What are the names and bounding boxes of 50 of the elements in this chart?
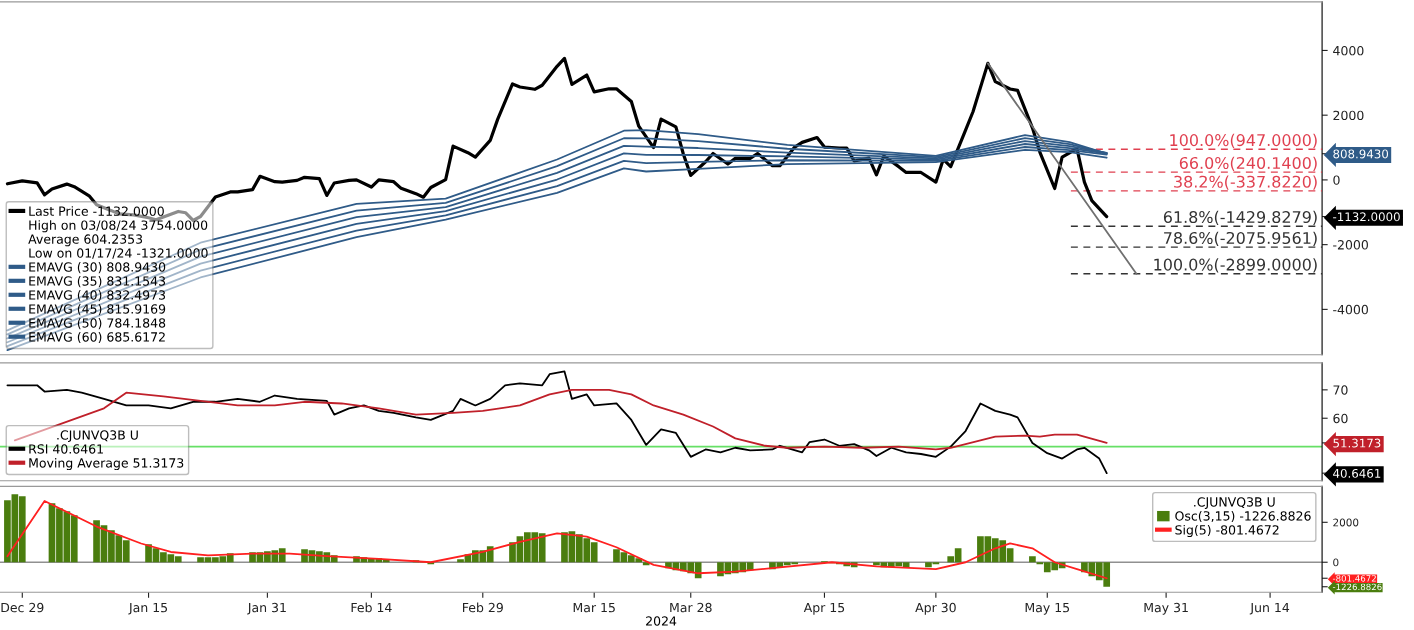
legend-label: Last Price -1132.0000 [29, 206, 164, 216]
ref-line-label: 61.8%(-1429.8279) [1163, 210, 1317, 225]
legend-label: Sig(5) -801.4672 [1175, 524, 1279, 538]
ref-line-label: 78.6%(-2075.9561) [1164, 231, 1317, 246]
y-tick-label: -1132.0000 [1333, 212, 1400, 222]
legend-label: EMAVG (30) 808.9430 [29, 262, 166, 274]
y-tick-label: 60 [1333, 413, 1348, 424]
y-tick-label: 4000 [1333, 45, 1364, 56]
legend-label: EMAVG (35) 831.1543 [29, 276, 166, 288]
legend-label: EMAVG (60) 685.6172 [29, 331, 165, 344]
annotation: High on 03/08/24 3754.0000 [29, 220, 208, 233]
ref-line-label: 66.0%(240.1400) [1179, 156, 1317, 171]
y-tick-label: 808.9430 [1333, 149, 1389, 159]
legend-label: EMAVG (50) 784.1848 [29, 318, 166, 330]
y-tick-label: -2000 [1333, 240, 1368, 250]
legend-label: Moving Average 51.3173 [29, 457, 184, 471]
x-tick-label: Jan 31 [247, 602, 286, 615]
x-tick-label: Feb 29 [463, 602, 503, 613]
annotation: Low on 01/17/24 -1321.0000 [29, 248, 208, 259]
y-tick-label: -4000 [1333, 304, 1368, 315]
y-tick-label: 0 [1333, 175, 1340, 185]
x-tick-label: May 31 [1144, 602, 1188, 615]
legend-label: EMAVG (40) 832.4973 [29, 290, 166, 302]
y-tick-label: 2000 [1333, 110, 1364, 121]
x-tick-label: Dec 29 [1, 602, 44, 613]
x-tick-label: Mar 15 [573, 603, 615, 613]
y-tick-label: 51.3173 [1333, 438, 1381, 448]
y-tick-label: 70 [1333, 385, 1348, 395]
x-tick-label: Jun 14 [1249, 603, 1290, 615]
y-tick-label: -1226.8826 [1332, 583, 1382, 591]
legend-label: Osc(3,15) -1226.8826 [1175, 510, 1311, 523]
ref-line-label: 100.0%(-2899.0000) [1154, 258, 1317, 273]
x-axis-title: 2024 [646, 616, 677, 626]
legend-title: .CJUNVQ3B U [1194, 497, 1275, 509]
y-tick-label: 0 [1333, 558, 1339, 567]
x-tick-label: May 15 [1025, 603, 1070, 615]
ref-line-label: 100.0%(947.0000) [1170, 133, 1317, 149]
legend-title: .CJUNVQ3B U [57, 430, 138, 443]
x-tick-label: Apr 15 [803, 603, 845, 615]
y-tick-label: 40.6461 [1333, 468, 1381, 478]
x-tick-label: Jan 15 [128, 603, 168, 615]
ref-line-label: 38.2%(-337.8220) [1174, 175, 1317, 190]
y-tick-label: 2000 [1333, 518, 1359, 527]
legend-label: RSI 40.6461 [29, 444, 103, 454]
legend-label: EMAVG (45) 815.9169 [29, 304, 166, 316]
x-tick-label: Feb 14 [351, 602, 392, 613]
x-tick-label: Apr 30 [915, 602, 956, 615]
annotation: Average 604.2353 [28, 234, 143, 247]
y-tick-label: -801.4672 [1332, 575, 1376, 582]
x-tick-label: Mar 28 [670, 602, 712, 613]
